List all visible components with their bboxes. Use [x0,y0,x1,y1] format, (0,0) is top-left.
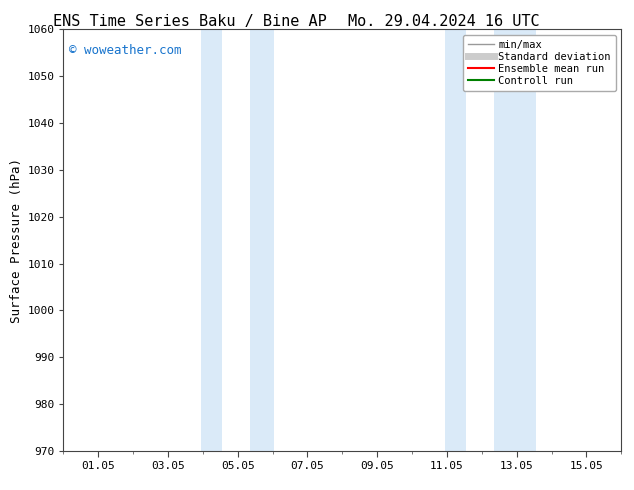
Text: © woweather.com: © woweather.com [69,44,181,57]
Bar [201,29,222,451]
Text: ENS Time Series Baku / Bine AP: ENS Time Series Baku / Bine AP [53,14,327,29]
Text: Mo. 29.04.2024 16 UTC: Mo. 29.04.2024 16 UTC [348,14,540,29]
Bar [250,29,275,451]
Bar [494,29,536,451]
Y-axis label: Surface Pressure (hPa): Surface Pressure (hPa) [10,158,23,322]
Legend: min/max, Standard deviation, Ensemble mean run, Controll run: min/max, Standard deviation, Ensemble me… [463,35,616,91]
Bar [445,29,466,451]
